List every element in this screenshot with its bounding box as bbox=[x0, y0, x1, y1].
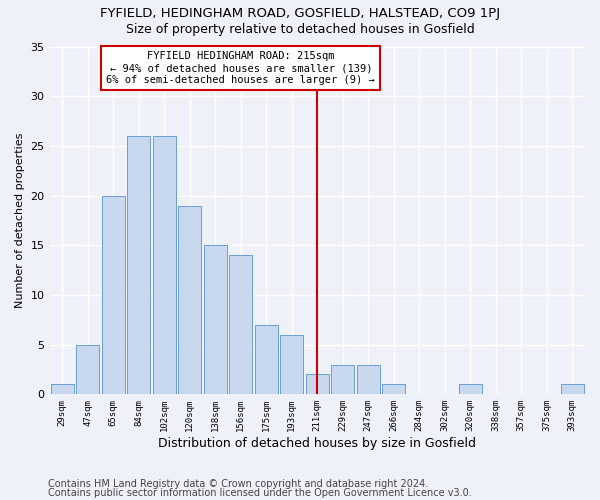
Bar bbox=[51, 384, 74, 394]
Bar bbox=[127, 136, 150, 394]
Text: Contains HM Land Registry data © Crown copyright and database right 2024.: Contains HM Land Registry data © Crown c… bbox=[48, 479, 428, 489]
Bar bbox=[153, 136, 176, 394]
Bar bbox=[204, 246, 227, 394]
Text: Size of property relative to detached houses in Gosfield: Size of property relative to detached ho… bbox=[125, 22, 475, 36]
Text: FYFIELD HEDINGHAM ROAD: 215sqm
← 94% of detached houses are smaller (139)
6% of : FYFIELD HEDINGHAM ROAD: 215sqm ← 94% of … bbox=[106, 52, 375, 84]
X-axis label: Distribution of detached houses by size in Gosfield: Distribution of detached houses by size … bbox=[158, 437, 476, 450]
Bar bbox=[178, 206, 201, 394]
Bar bbox=[306, 374, 329, 394]
Bar bbox=[331, 364, 354, 394]
Bar bbox=[255, 325, 278, 394]
Bar bbox=[280, 334, 303, 394]
Bar bbox=[357, 364, 380, 394]
Y-axis label: Number of detached properties: Number of detached properties bbox=[15, 132, 25, 308]
Text: Contains public sector information licensed under the Open Government Licence v3: Contains public sector information licen… bbox=[48, 488, 472, 498]
Text: FYFIELD, HEDINGHAM ROAD, GOSFIELD, HALSTEAD, CO9 1PJ: FYFIELD, HEDINGHAM ROAD, GOSFIELD, HALST… bbox=[100, 8, 500, 20]
Bar bbox=[102, 196, 125, 394]
Bar bbox=[561, 384, 584, 394]
Bar bbox=[76, 344, 99, 395]
Bar bbox=[459, 384, 482, 394]
Bar bbox=[229, 255, 252, 394]
Bar bbox=[382, 384, 405, 394]
